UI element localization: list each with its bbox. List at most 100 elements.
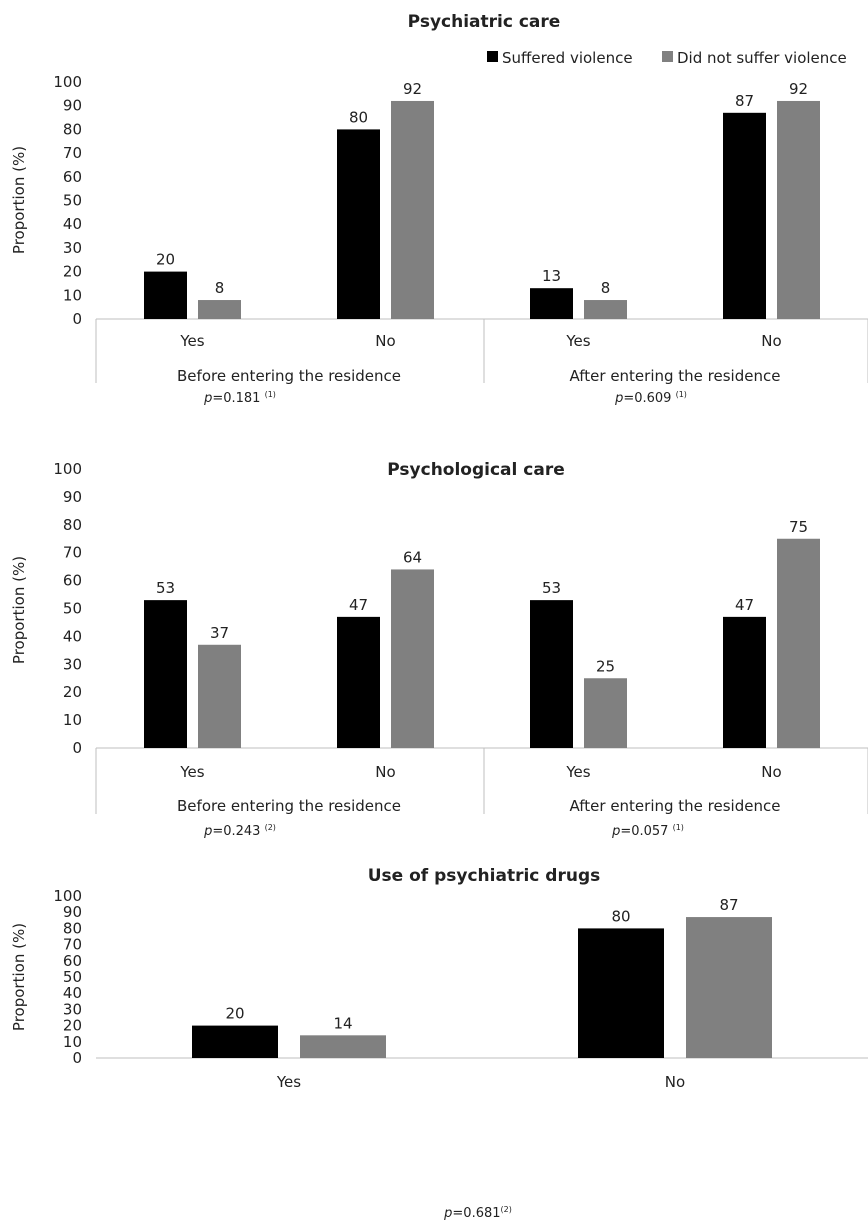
bar bbox=[144, 271, 187, 319]
p-value-text: =0.057 bbox=[620, 824, 672, 839]
data-label: 8 bbox=[215, 279, 225, 297]
y-tick-label: 80 bbox=[63, 120, 82, 138]
data-label: 20 bbox=[225, 1005, 244, 1023]
legend-label-suffered-violence: Suffered violence bbox=[502, 49, 633, 67]
y-axis-label: Proportion (%) bbox=[10, 146, 28, 254]
bar bbox=[686, 917, 772, 1058]
p-value-text: =0.181 bbox=[212, 391, 264, 406]
p-note: (2) bbox=[501, 1205, 512, 1214]
bar bbox=[530, 600, 573, 748]
y-tick-label: 100 bbox=[53, 73, 82, 91]
p-value: p=0.243 (2) bbox=[203, 823, 276, 839]
chart-1: Psychiatric care Proportion (%) 0 10 20 30 40 5… bbox=[10, 12, 868, 406]
bar bbox=[391, 100, 434, 320]
data-label: 53 bbox=[156, 579, 175, 597]
data-label: 47 bbox=[349, 596, 368, 614]
bar bbox=[584, 300, 627, 319]
group-label: Before entering the residence bbox=[177, 367, 401, 385]
data-label: 87 bbox=[719, 896, 738, 914]
bar bbox=[144, 600, 187, 748]
p-symbol: p bbox=[203, 391, 212, 406]
y-tick-label: 50 bbox=[63, 600, 82, 618]
data-label: 14 bbox=[333, 1014, 352, 1032]
data-label: 8 bbox=[601, 279, 611, 297]
chart-title: Psychiatric care bbox=[408, 12, 561, 32]
legend: Suffered violence Did not suffer violenc… bbox=[487, 49, 847, 67]
y-axis-label: Proportion (%) bbox=[10, 923, 28, 1031]
p-note: (2) bbox=[265, 823, 276, 832]
data-label: 25 bbox=[596, 657, 615, 675]
y-tick-label: 80 bbox=[63, 919, 82, 937]
category-label: Yes bbox=[276, 1073, 301, 1091]
category-label: Yes bbox=[565, 332, 590, 350]
data-label: 75 bbox=[789, 518, 808, 536]
bar bbox=[198, 300, 241, 319]
p-symbol: p bbox=[614, 391, 623, 406]
y-tick-label: 100 bbox=[53, 460, 82, 478]
p-value: p=0.057 (1) bbox=[611, 823, 684, 839]
group-label: After entering the residence bbox=[570, 797, 781, 815]
y-tick-label: 90 bbox=[63, 97, 82, 115]
y-tick-label: 30 bbox=[63, 239, 82, 257]
y-tick-label: 70 bbox=[63, 144, 82, 162]
bar bbox=[777, 100, 820, 320]
bar bbox=[530, 288, 573, 319]
y-tick-label: 40 bbox=[63, 215, 82, 233]
bar bbox=[337, 129, 380, 319]
data-label: 53 bbox=[542, 579, 561, 597]
p-symbol: p bbox=[203, 824, 212, 839]
y-tick-label: 30 bbox=[63, 1000, 82, 1018]
data-label: 92 bbox=[403, 80, 422, 98]
y-axis-label: Proportion (%) bbox=[10, 556, 28, 664]
data-label: 64 bbox=[403, 548, 422, 566]
p-symbol: p bbox=[443, 1206, 452, 1221]
data-label: 87 bbox=[735, 92, 754, 110]
y-tick-label: 0 bbox=[72, 739, 82, 757]
category-label: No bbox=[375, 763, 395, 781]
y-tick-label: 70 bbox=[63, 936, 82, 954]
data-label: 47 bbox=[735, 596, 754, 614]
category-label: Yes bbox=[179, 763, 204, 781]
bar bbox=[192, 1025, 278, 1058]
y-tick-label: 0 bbox=[72, 1049, 82, 1067]
p-value-text: =0.681 bbox=[452, 1206, 500, 1221]
legend-label-did-not-suffer-violence: Did not suffer violence bbox=[677, 49, 847, 67]
data-label: 37 bbox=[210, 624, 229, 642]
y-tick-label: 10 bbox=[63, 711, 82, 729]
data-label: 80 bbox=[611, 907, 630, 925]
y-tick-label: 90 bbox=[63, 903, 82, 921]
category-label: Yes bbox=[565, 763, 590, 781]
category-label: No bbox=[761, 763, 781, 781]
y-tick-label: 0 bbox=[72, 310, 82, 328]
p-value: p=0.181 (1) bbox=[203, 390, 276, 406]
bar bbox=[723, 616, 766, 748]
data-label: 92 bbox=[789, 80, 808, 98]
y-tick-label: 30 bbox=[63, 655, 82, 673]
bar bbox=[198, 644, 241, 748]
p-value: p=0.681(2) bbox=[443, 1205, 512, 1221]
y-tick-label: 10 bbox=[63, 286, 82, 304]
p-symbol: p bbox=[611, 824, 620, 839]
bar bbox=[300, 1035, 386, 1058]
category-label: No bbox=[375, 332, 395, 350]
bar bbox=[391, 569, 434, 748]
y-tick-label: 50 bbox=[63, 968, 82, 986]
category-label: No bbox=[761, 332, 781, 350]
category-label: No bbox=[665, 1073, 685, 1091]
y-tick-label: 20 bbox=[63, 263, 82, 281]
y-tick-label: 60 bbox=[63, 572, 82, 590]
bar bbox=[584, 678, 627, 748]
data-label: 13 bbox=[542, 267, 561, 285]
y-tick-label: 40 bbox=[63, 984, 82, 1002]
chart-title: Psychological care bbox=[387, 460, 564, 480]
p-note: (1) bbox=[676, 390, 687, 399]
chart-2: Psychological care Proportion (%) 0 10 20 30 4… bbox=[10, 460, 868, 839]
bar bbox=[723, 112, 766, 319]
bar bbox=[777, 538, 820, 748]
p-value-text: =0.609 bbox=[623, 391, 675, 406]
y-tick-label: 20 bbox=[63, 1017, 82, 1035]
group-label: After entering the residence bbox=[570, 367, 781, 385]
data-label: 80 bbox=[349, 108, 368, 126]
p-note: (1) bbox=[673, 823, 684, 832]
